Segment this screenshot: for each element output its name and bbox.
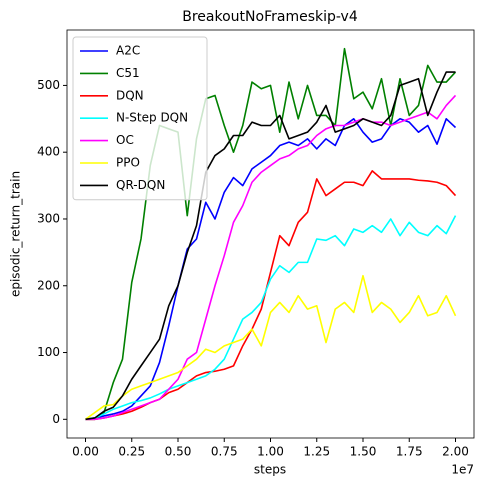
- plot-frame: [66, 29, 475, 439]
- x-tick-label: 0.75: [211, 445, 238, 459]
- x-tick-label: 0.50: [165, 445, 192, 459]
- x-tick-label: 0.25: [118, 445, 145, 459]
- y-tick-label: 500: [37, 78, 60, 92]
- legend-label: PPO: [116, 156, 140, 170]
- x-tick-label: 1.25: [303, 445, 330, 459]
- x-offset-label: 1e7: [451, 463, 474, 477]
- x-tick-label: 2.00: [442, 445, 469, 459]
- y-tick-label: 100: [37, 345, 60, 359]
- y-tick-label: 300: [37, 211, 60, 225]
- series-line: [85, 118, 457, 421]
- legend-label: QR-DQN: [116, 178, 165, 192]
- x-tick-label: 0.00: [72, 445, 99, 459]
- x-tick-label: 1.75: [396, 445, 423, 459]
- y-axis-label: episodic_return_train: [9, 171, 23, 297]
- y-tick-label: 400: [37, 145, 60, 159]
- x-axis-label: steps: [254, 463, 286, 477]
- legend-label: DQN: [116, 88, 144, 102]
- y-tick-label: 0: [52, 412, 60, 426]
- x-tick-label: 1.00: [257, 445, 284, 459]
- series-line: [85, 71, 456, 421]
- legend-label: A2C: [116, 44, 140, 58]
- legend-label: OC: [116, 133, 134, 147]
- x-tick-label: 1.50: [350, 445, 377, 459]
- series-line: [85, 94, 457, 421]
- series-line: [85, 215, 457, 421]
- legend-label: N-Step DQN: [116, 111, 188, 125]
- legend-box: [72, 36, 208, 201]
- y-tick-label: 200: [37, 278, 60, 292]
- legend-label: C51: [116, 66, 140, 80]
- chart-title: BreakoutNoFrameskip-v4: [182, 9, 358, 25]
- series-line: [85, 274, 457, 420]
